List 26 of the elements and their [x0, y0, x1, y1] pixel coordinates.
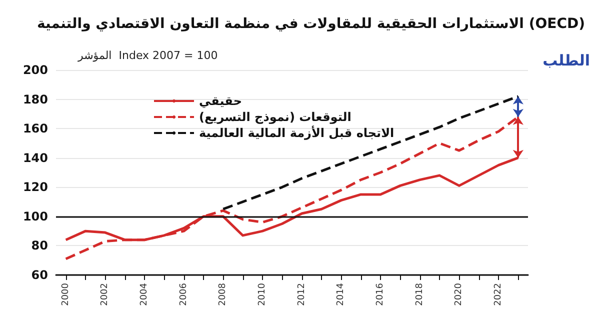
- y-tick-label: 180: [22, 92, 48, 106]
- chart-title: الاستثمارات الحقيقية للمقاولات في منظمة التعاون الاقتصادي والتنمية (OECD): [36, 16, 586, 32]
- x-tick-label: 2022: [494, 283, 504, 306]
- legend-label: حقيقي: [199, 94, 242, 108]
- text: الطلب: [542, 52, 590, 70]
- x-tick-label: 2014: [336, 282, 346, 306]
- y-tick-label: 200: [22, 63, 48, 77]
- y-tick-label: 160: [22, 122, 48, 136]
- y-axis-title: المؤشر Index 2007 = 100: [77, 49, 218, 62]
- y-tick-label: 120: [22, 180, 48, 194]
- x-tick-label: 2018: [414, 282, 425, 306]
- x-tick-label: 2012: [296, 283, 307, 306]
- y-tick-label: 140: [22, 150, 48, 165]
- x-tick-label: 2006: [178, 282, 189, 306]
- x-tick-label: 2002: [100, 283, 110, 306]
- x-tick-label: 2000: [60, 282, 71, 306]
- x-tick-label: 2004: [140, 282, 150, 306]
- y-tick-label: 80: [31, 238, 48, 253]
- legend-label: الاتجاه قبل الأزمة المالية العالمية: [199, 125, 394, 140]
- x-tick-label: 2008: [218, 282, 228, 306]
- y-tick-label: 100: [22, 209, 48, 224]
- x-tick-label: 2010: [258, 282, 268, 306]
- legend-label: التوقعات (نموذج التسريع): [199, 110, 352, 124]
- x-tick-label: 2020: [454, 282, 464, 306]
- y-tick-label: 60: [31, 268, 48, 282]
- x-tick-label: 2016: [376, 282, 386, 306]
